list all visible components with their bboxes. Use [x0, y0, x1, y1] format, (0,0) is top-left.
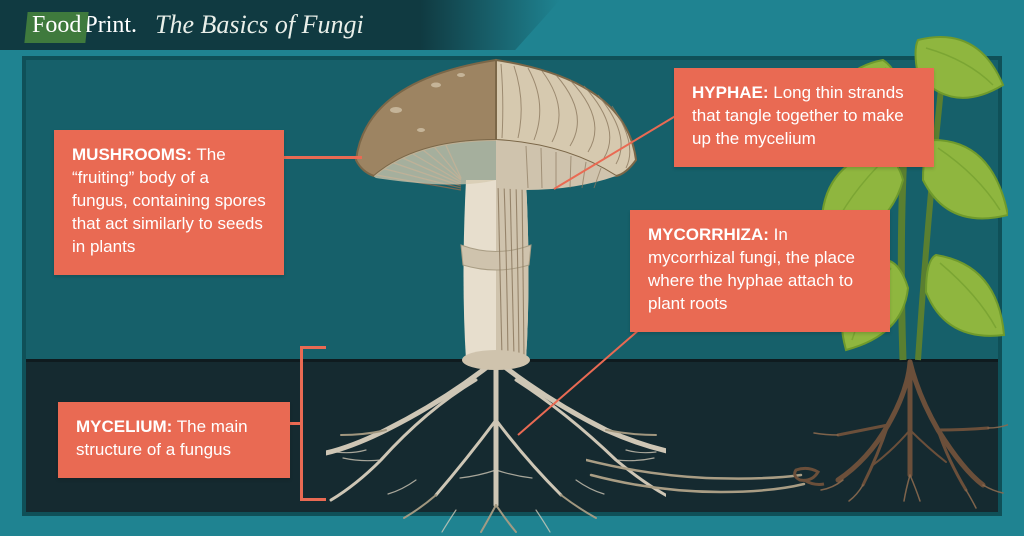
diagram-panel: MUSHROOMS: The “fruiting” body of a fung… — [22, 56, 1002, 516]
page-title: The Basics of Fungi — [155, 10, 364, 40]
callout-term: MYCORRHIZA: — [648, 225, 769, 244]
infographic-canvas: FoodPrint. The Basics of Fungi — [0, 0, 1024, 536]
callout-mycelium: MYCELIUM: The main structure of a fungus — [58, 402, 290, 478]
connector-mycelium-bracket-mid — [290, 422, 303, 425]
callout-term: HYPHAE: — [692, 83, 769, 102]
callout-hyphae: HYPHAE: Long thin strands that tangle to… — [674, 68, 934, 167]
logo-part-food: Food — [30, 10, 83, 41]
mycorrhiza-link — [586, 420, 846, 530]
callout-mycorrhiza: MYCORRHIZA: In mycorrhizal fungi, the pl… — [630, 210, 890, 332]
connector-mycelium-bracket-top — [300, 346, 326, 349]
callout-term: MYCELIUM: — [76, 417, 172, 436]
brand-logo: FoodPrint. — [30, 10, 137, 41]
callout-term: MUSHROOMS: — [72, 145, 192, 164]
header-bar: FoodPrint. The Basics of Fungi — [0, 0, 560, 50]
callout-mushrooms: MUSHROOMS: The “fruiting” body of a fung… — [54, 130, 284, 275]
logo-part-print: Print. — [84, 12, 137, 39]
connector-mycelium-bracket-bottom — [300, 498, 326, 501]
connector-mushrooms — [284, 156, 362, 159]
